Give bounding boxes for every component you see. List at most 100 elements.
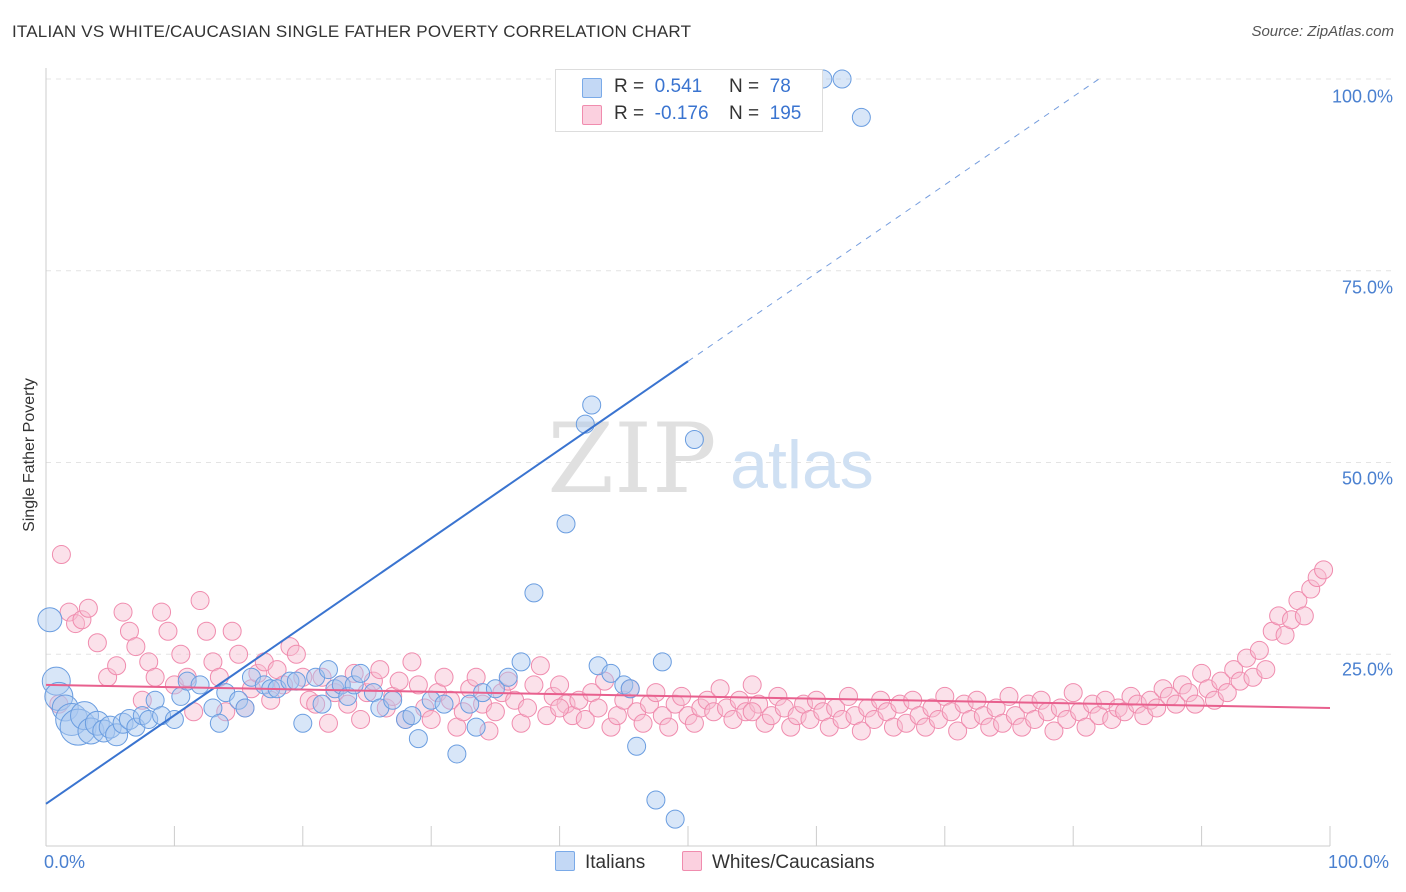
point-whites bbox=[107, 656, 127, 676]
bottom-legend-label-whites: Whites/Caucasians bbox=[712, 852, 875, 873]
point-whites bbox=[72, 610, 92, 630]
point-italians bbox=[575, 414, 595, 434]
point-whites bbox=[749, 694, 769, 714]
point-italians bbox=[498, 667, 518, 687]
point-italians bbox=[312, 694, 332, 714]
point-whites bbox=[408, 675, 428, 695]
point-italians bbox=[601, 663, 621, 683]
point-whites bbox=[710, 679, 730, 699]
point-whites bbox=[1076, 717, 1096, 737]
point-italians bbox=[383, 690, 403, 710]
point-whites bbox=[1224, 660, 1244, 680]
point-whites bbox=[152, 602, 172, 622]
point-whites bbox=[1005, 706, 1025, 726]
point-whites bbox=[51, 545, 71, 565]
y-tick-50: 50.0% bbox=[1341, 468, 1393, 489]
point-whites bbox=[113, 602, 133, 622]
point-whites bbox=[197, 621, 216, 641]
point-italians bbox=[511, 652, 531, 672]
bottom-legend-whites: Whites/Caucasians bbox=[682, 851, 875, 874]
point-whites bbox=[1249, 640, 1269, 660]
point-whites bbox=[659, 717, 679, 737]
point-whites bbox=[126, 637, 146, 657]
point-italians bbox=[286, 671, 306, 691]
point-whites bbox=[485, 702, 505, 722]
point-italians bbox=[627, 736, 647, 756]
point-italians bbox=[665, 809, 685, 829]
point-italians bbox=[620, 679, 640, 699]
point-whites bbox=[479, 721, 499, 741]
point-whites bbox=[839, 686, 858, 706]
point-italians bbox=[177, 671, 197, 691]
point-whites bbox=[434, 667, 454, 687]
point-italians bbox=[70, 701, 100, 731]
point-whites bbox=[883, 717, 903, 737]
point-italians bbox=[92, 719, 116, 743]
point-italians bbox=[164, 709, 184, 729]
point-whites bbox=[318, 713, 338, 733]
y-tick-25: 25.0% bbox=[1341, 659, 1393, 680]
point-whites bbox=[402, 652, 422, 672]
point-whites bbox=[370, 660, 390, 680]
point-italians bbox=[652, 652, 672, 672]
point-italians bbox=[318, 660, 338, 680]
point-italians bbox=[37, 607, 63, 633]
watermark: ZIP atlas bbox=[547, 403, 873, 515]
point-italians bbox=[190, 675, 210, 695]
point-whites bbox=[755, 713, 775, 733]
legend-n-value-italians: 78 bbox=[769, 76, 791, 97]
point-whites bbox=[1256, 660, 1276, 680]
point-italians bbox=[98, 715, 122, 739]
x-tick-100: 100.0% bbox=[1328, 852, 1390, 872]
y-tick-75: 75.0% bbox=[1341, 277, 1393, 298]
point-italians bbox=[434, 694, 454, 714]
point-italians bbox=[684, 429, 704, 449]
point-italians bbox=[293, 713, 313, 733]
bottom-legend-italians: Italians bbox=[555, 851, 645, 874]
point-italians bbox=[229, 690, 249, 710]
point-italians bbox=[139, 709, 159, 729]
point-italians bbox=[77, 717, 105, 745]
point-whites bbox=[1211, 671, 1231, 691]
grid-lines bbox=[46, 78, 1392, 655]
trend-lines bbox=[45, 78, 1331, 805]
point-whites bbox=[768, 686, 788, 706]
point-whites bbox=[691, 698, 711, 718]
point-whites bbox=[646, 683, 666, 703]
point-whites bbox=[229, 644, 249, 664]
point-whites bbox=[1294, 606, 1314, 626]
legend: R = 0.541 N = 78 R = -0.176 N = 195 bbox=[555, 69, 823, 132]
point-whites bbox=[453, 702, 473, 722]
point-italians bbox=[524, 583, 544, 603]
watermark-atlas: atlas bbox=[730, 427, 874, 503]
point-whites bbox=[344, 663, 364, 683]
point-whites bbox=[980, 717, 1000, 737]
point-whites bbox=[1217, 683, 1237, 703]
point-whites bbox=[787, 706, 807, 726]
point-whites bbox=[421, 709, 441, 729]
legend-r-label: R = bbox=[614, 76, 645, 97]
point-whites bbox=[518, 698, 537, 718]
legend-r-value-italians: 0.541 bbox=[654, 76, 703, 97]
point-whites bbox=[338, 694, 358, 714]
point-whites bbox=[832, 709, 852, 729]
trend-line-whites bbox=[45, 683, 1331, 709]
point-italians bbox=[582, 395, 602, 415]
bottom-legend-swatch-whites bbox=[682, 851, 702, 871]
point-whites bbox=[1172, 675, 1192, 695]
legend-n-value-whites: 195 bbox=[769, 103, 802, 124]
point-whites bbox=[286, 644, 306, 664]
point-whites bbox=[1281, 610, 1301, 630]
point-whites bbox=[948, 721, 968, 741]
point-italians bbox=[105, 723, 129, 747]
point-whites bbox=[190, 591, 210, 611]
point-whites bbox=[1301, 579, 1321, 599]
point-whites bbox=[216, 702, 236, 722]
point-italians bbox=[112, 712, 134, 734]
point-italians bbox=[646, 790, 666, 810]
point-whites bbox=[601, 717, 621, 737]
point-italians bbox=[466, 717, 486, 737]
point-italians bbox=[402, 706, 422, 726]
point-italians bbox=[41, 666, 71, 696]
point-whites bbox=[960, 709, 980, 729]
